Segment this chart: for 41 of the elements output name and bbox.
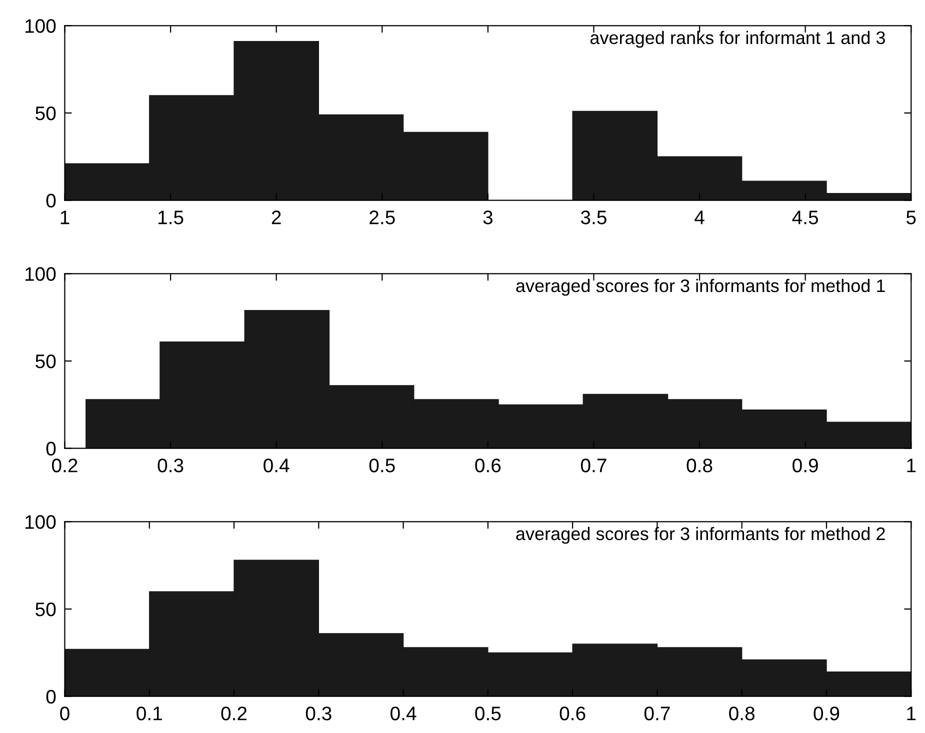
x-tick-label: 0.3	[158, 458, 184, 472]
x-tick-label: 0.6	[560, 706, 586, 720]
x-tick-label: 0.2	[52, 458, 78, 472]
y-tick-label: 50	[36, 354, 56, 368]
y-tick-label: 50	[36, 602, 56, 616]
x-tick-label: 1	[907, 458, 916, 472]
x-tick-label: 1	[907, 706, 916, 720]
x-tick-label: 0.6	[475, 458, 501, 472]
x-tick-label: 0.1	[136, 706, 162, 720]
x-tick-label: 0.4	[390, 706, 416, 720]
x-tick-label: 0.7	[580, 458, 606, 472]
x-tick-label: 0.3	[306, 706, 332, 720]
annotation: averaged scores for 3 informants for method 2	[516, 526, 885, 544]
x-tick-label: 0	[60, 706, 70, 720]
x-tick-label: 5	[906, 210, 916, 224]
x-tick-label: 4	[694, 210, 704, 224]
x-tick-label: 0.7	[644, 706, 670, 720]
y-tick-label: 100	[25, 515, 56, 529]
y-tick-label: 100	[25, 19, 56, 33]
x-tick-label: 0.5	[369, 458, 395, 472]
x-tick-label: 1.5	[158, 210, 184, 224]
x-tick-label: 0.9	[814, 706, 840, 720]
y-tick-label: 0	[46, 442, 56, 456]
x-tick-label: 3	[483, 210, 492, 224]
x-tick-label: 0.4	[264, 458, 290, 472]
x-tick-label: 0.8	[686, 458, 712, 472]
x-tick-label: 0.5	[475, 706, 501, 720]
x-tick-label: 0.8	[729, 706, 755, 720]
y-tick-label: 0	[46, 194, 56, 208]
x-tick-label: 1	[60, 210, 70, 224]
x-tick-label: 2.5	[370, 210, 395, 224]
y-tick-label: 0	[46, 690, 56, 704]
y-tick-label: 100	[25, 267, 56, 281]
x-tick-label: 4.5	[792, 210, 818, 224]
annotation: averaged scores for 3 informants for method 1	[516, 278, 885, 296]
x-tick-label: 0.9	[792, 458, 818, 472]
x-tick-label: 0.2	[221, 706, 247, 720]
x-tick-label: 3.5	[580, 210, 606, 224]
y-tick-label: 50	[36, 106, 56, 120]
annotation: averaged ranks for informant 1 and 3	[590, 30, 885, 48]
x-tick-label: 2	[272, 210, 281, 224]
